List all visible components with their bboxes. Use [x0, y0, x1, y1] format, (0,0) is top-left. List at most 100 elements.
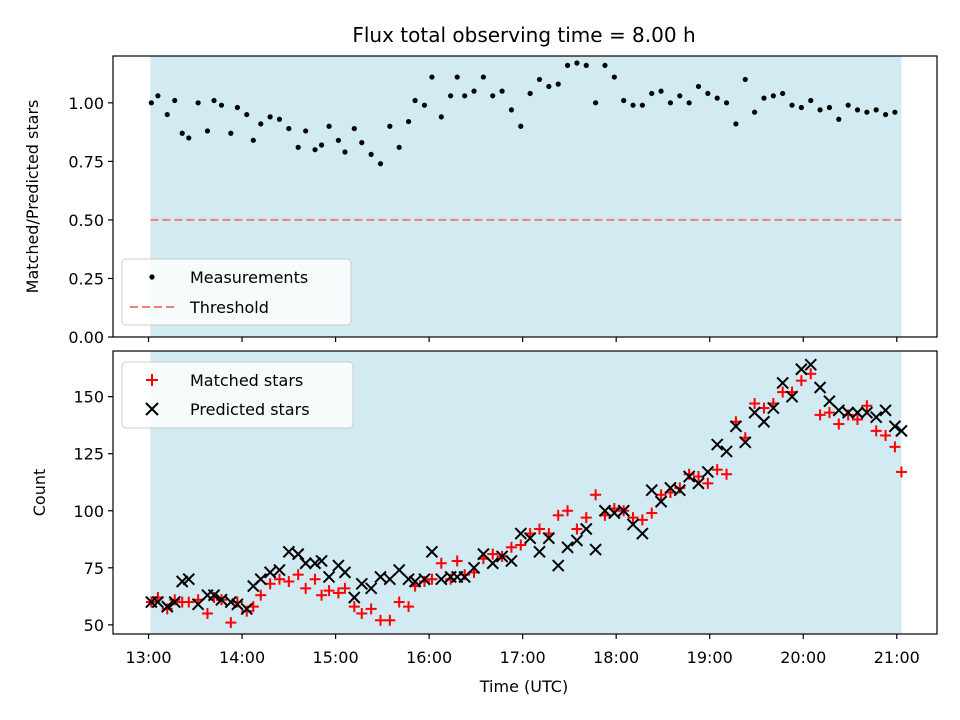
matched-star-point — [571, 523, 583, 535]
predicted-star-point — [869, 410, 883, 424]
predicted-star-point — [435, 573, 448, 586]
ratio-y-axis-label: Matched/Predicted stars — [23, 100, 42, 294]
measurement-point — [480, 74, 486, 80]
predicted-star-point — [458, 570, 471, 584]
matched-star-point — [316, 589, 328, 601]
measurement-point — [250, 137, 256, 143]
ratio-legend: Measurements Threshold — [121, 258, 352, 326]
measurement-point — [836, 116, 842, 122]
matched-star-point — [365, 603, 377, 615]
matched-star-point — [283, 576, 295, 588]
matched-star-point — [201, 607, 213, 619]
matched-star-point — [861, 400, 873, 412]
predicted-star-point — [888, 420, 902, 433]
measurement-point — [695, 83, 702, 90]
measurement-point — [770, 93, 776, 99]
predicted-star-point — [240, 602, 253, 616]
predicted-star-point — [505, 554, 518, 568]
matched-star-point — [505, 541, 517, 553]
predicted-star-point — [224, 595, 238, 609]
measurement-point — [429, 74, 435, 80]
measurement-point — [244, 111, 250, 118]
predicted-star-point — [364, 582, 378, 595]
measurement-point — [368, 151, 374, 157]
legend-matched-label: Matched stars — [190, 371, 303, 390]
predicted-star-point — [322, 570, 336, 584]
measurement-point — [228, 130, 234, 136]
matched-star-point — [590, 489, 602, 501]
measurement-point — [826, 104, 833, 111]
measurement-point — [761, 95, 767, 101]
measurement-point — [780, 90, 786, 97]
measurement-point — [527, 90, 533, 97]
measurement-point — [335, 137, 342, 143]
matched-star-point — [255, 589, 267, 601]
measurement-point — [462, 93, 468, 99]
measurement-point — [387, 123, 393, 129]
ratio-y-tick-label: 0.50 — [68, 211, 104, 230]
measurement-point — [882, 111, 889, 118]
matched-star-point — [823, 407, 835, 419]
matched-star-point — [702, 477, 714, 489]
predicted-star-point — [851, 406, 864, 419]
count-panel-frame — [112, 350, 938, 635]
matched-star-point — [403, 601, 415, 613]
count-y-tick-label: 75 — [84, 559, 104, 578]
measurement-point — [630, 102, 636, 108]
measurement-point — [438, 114, 444, 120]
matched-star-point — [374, 614, 386, 626]
predicted-star-point — [408, 575, 422, 588]
predicted-star-point — [860, 406, 874, 419]
predicted-star-point — [168, 595, 181, 609]
measurement-point — [258, 121, 264, 127]
measurement-point — [602, 62, 608, 68]
chart-title: Flux total observing time = 8.00 h — [352, 23, 695, 47]
matched-star-point — [711, 464, 723, 476]
time-x-tick-label: 21:00 — [874, 648, 920, 667]
measurement-point — [686, 100, 692, 106]
predicted-star-point — [486, 557, 499, 570]
measurement-point — [508, 107, 515, 113]
measurement-point — [752, 109, 758, 115]
count-y-axis-label: Count — [30, 469, 49, 517]
time-x-tick-label: 15:00 — [313, 648, 359, 667]
time-x-tick-label: 13:00 — [125, 648, 171, 667]
matched-star-point — [451, 555, 463, 567]
predicted-star-point — [182, 573, 195, 586]
predicted-star-point — [338, 566, 352, 579]
predicted-star-point — [523, 531, 537, 545]
predicted-star-point — [626, 518, 640, 531]
measurement-point — [295, 144, 301, 150]
measurement-point — [405, 118, 412, 125]
matched-star-point — [646, 507, 658, 519]
matched-star-point — [384, 614, 396, 626]
measurement-point — [377, 161, 384, 167]
predicted-star-point — [308, 557, 322, 570]
measurement-point — [148, 100, 154, 106]
predicted-star-point — [176, 575, 189, 588]
measurement-point — [351, 125, 357, 132]
measurement-point — [276, 116, 283, 122]
matched-star-point — [552, 509, 564, 521]
measurement-point — [186, 135, 192, 141]
predicted-star-point — [514, 527, 527, 540]
measurement-point — [714, 95, 720, 101]
legend-measurements-label: Measurements — [190, 268, 308, 287]
predicted-star-point — [254, 573, 267, 586]
measurement-point — [490, 93, 496, 99]
predicted-star-point — [580, 522, 593, 536]
matched-star-point — [515, 539, 527, 551]
measurement-point — [555, 81, 561, 87]
predicted-star-point — [231, 598, 244, 611]
measurement-point — [359, 140, 365, 146]
ratio-y-tick-label: 1.00 — [68, 94, 104, 113]
measurement-point — [211, 97, 217, 104]
measurement-point — [621, 97, 627, 104]
time-x-tick-label: 18:00 — [593, 648, 639, 667]
matched-star-point — [833, 418, 845, 430]
predicted-star-point — [299, 557, 312, 570]
ratio-y-tick-label: 0.75 — [68, 152, 104, 171]
measurement-point — [817, 107, 823, 113]
measurement-point — [677, 93, 683, 99]
measurement-point — [396, 144, 402, 150]
